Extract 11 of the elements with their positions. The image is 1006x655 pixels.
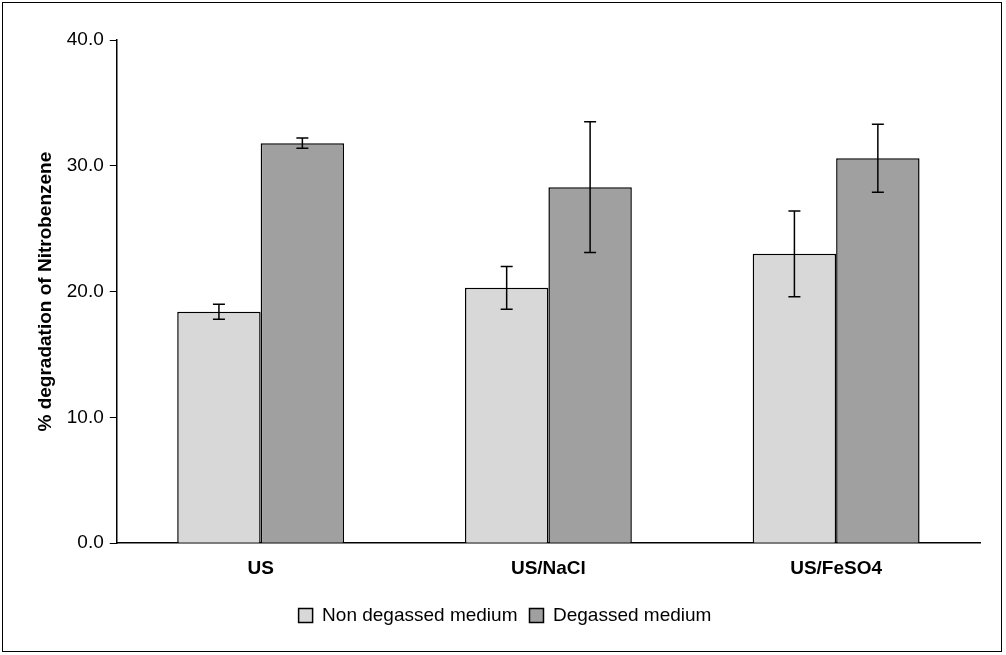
y-tick-label: 10.0 (66, 405, 104, 427)
y-tick-label: 20.0 (66, 279, 104, 301)
y-tick-label: 40.0 (66, 28, 104, 50)
legend-label: Degassed medium (552, 603, 712, 625)
x-tick-label: US/NaCl (510, 556, 586, 578)
legend-label: Non degassed medium (322, 603, 518, 625)
y-axis-title: % degradation of Nitrobenzene (33, 151, 55, 432)
x-tick-label: US/FeSO4 (790, 556, 883, 578)
y-tick-label: 30.0 (66, 154, 104, 176)
x-tick-label: US (247, 556, 274, 578)
y-tick-label: 0.0 (77, 531, 104, 553)
